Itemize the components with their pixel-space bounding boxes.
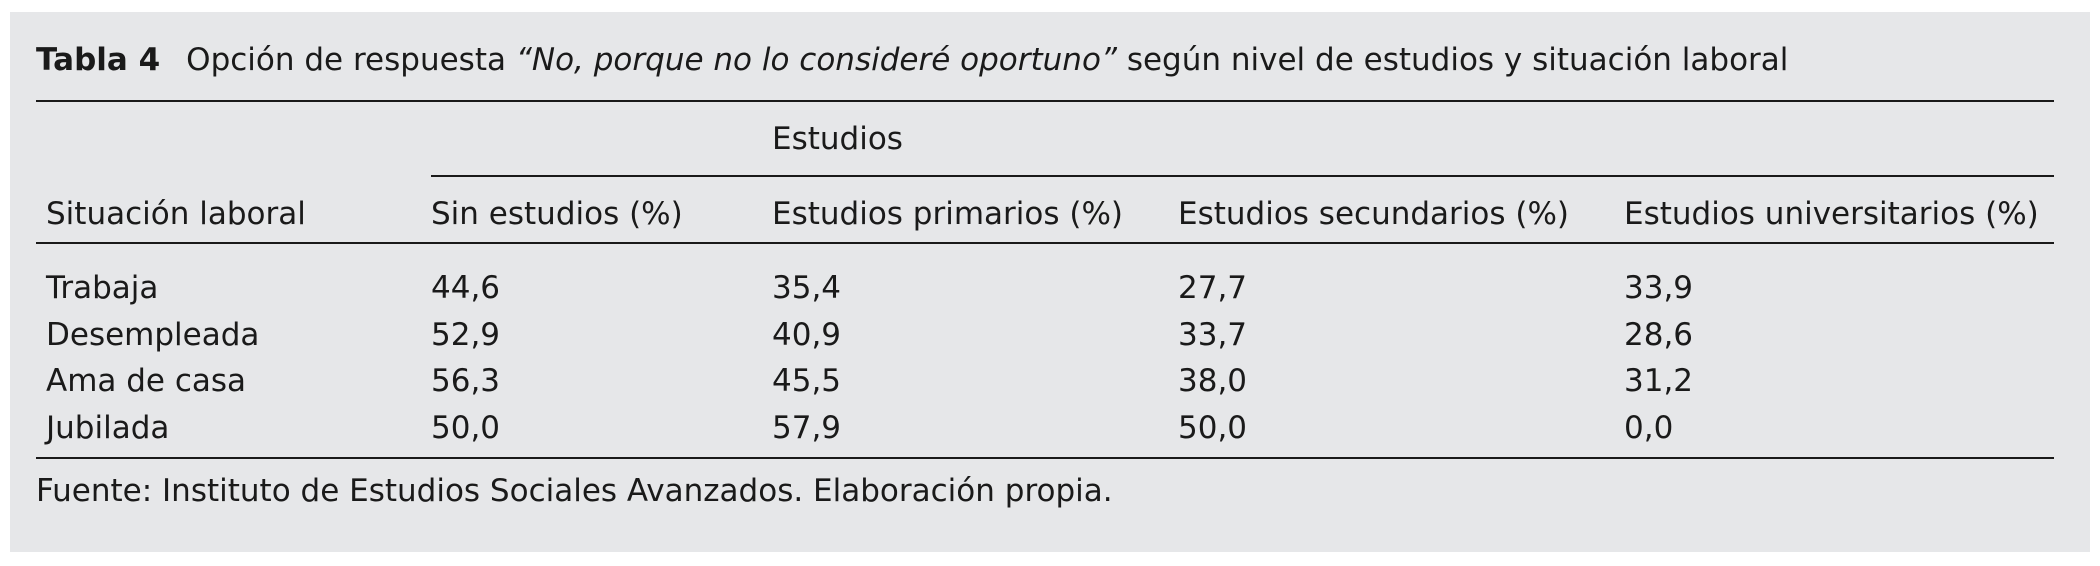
table-cell: 50,0 bbox=[431, 410, 501, 446]
table-label: Tabla 4 bbox=[36, 42, 161, 78]
table-cell: 56,3 bbox=[431, 363, 501, 399]
row-header: Situación laboral bbox=[46, 196, 306, 232]
caption-text-after: según nivel de estudios y situación labo… bbox=[1116, 42, 1789, 78]
source-note: Fuente: Instituto de Estudios Sociales A… bbox=[36, 473, 1113, 509]
table-cell: 44,6 bbox=[431, 270, 501, 306]
table-panel bbox=[10, 12, 2090, 552]
group-rule bbox=[431, 175, 2054, 177]
table-cell: 33,9 bbox=[1624, 270, 1694, 306]
column-header-primarios: Estudios primarios (%) bbox=[772, 196, 1124, 232]
column-header-sin-estudios: Sin estudios (%) bbox=[431, 196, 683, 232]
table-cell: 38,0 bbox=[1178, 363, 1248, 399]
column-header-universitarios: Estudios universitarios (%) bbox=[1624, 196, 2039, 232]
table-cell: 40,9 bbox=[772, 317, 842, 353]
bottom-rule bbox=[36, 457, 2054, 459]
caption-text-before: Opción de respuesta bbox=[186, 42, 516, 78]
table-caption: Tabla 4 Opción de respuesta “No, porque n… bbox=[36, 40, 1788, 80]
header-rule bbox=[36, 242, 2054, 244]
row-label-trabaja: Trabaja bbox=[46, 270, 159, 306]
table-cell: 0,0 bbox=[1624, 410, 1674, 446]
table-cell: 35,4 bbox=[772, 270, 842, 306]
table-cell: 45,5 bbox=[772, 363, 842, 399]
row-label-desempleada: Desempleada bbox=[46, 317, 260, 353]
top-rule bbox=[36, 100, 2054, 102]
group-header-estudios: Estudios bbox=[772, 121, 903, 157]
row-label-ama-de-casa: Ama de casa bbox=[46, 363, 247, 399]
table-cell: 31,2 bbox=[1624, 363, 1694, 399]
table-cell: 57,9 bbox=[772, 410, 842, 446]
table-cell: 27,7 bbox=[1178, 270, 1248, 306]
table-cell: 33,7 bbox=[1178, 317, 1248, 353]
row-label-jubilada: Jubilada bbox=[46, 410, 170, 446]
table-cell: 52,9 bbox=[431, 317, 501, 353]
column-header-secundarios: Estudios secundarios (%) bbox=[1178, 196, 1570, 232]
table-cell: 50,0 bbox=[1178, 410, 1248, 446]
table-cell: 28,6 bbox=[1624, 317, 1694, 353]
caption-quote: “No, porque no lo consideré oportuno” bbox=[515, 42, 1117, 78]
